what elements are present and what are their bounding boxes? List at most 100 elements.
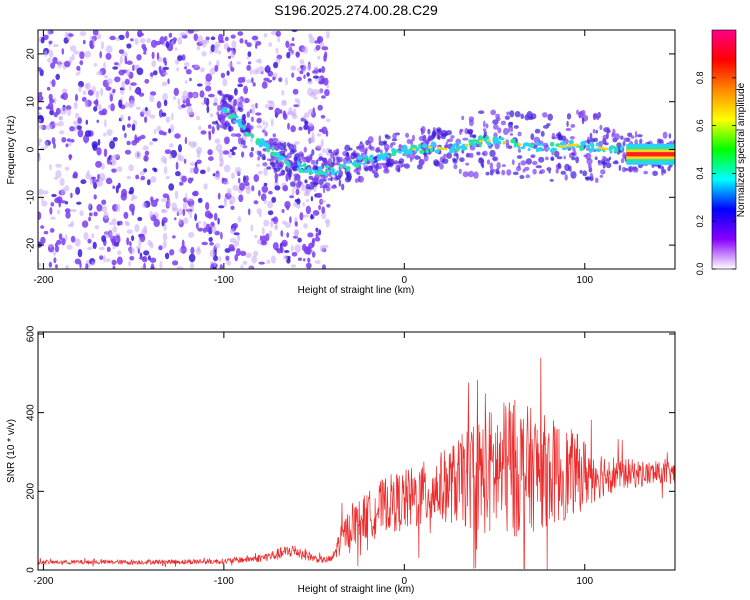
ridge-core-mark xyxy=(245,132,249,137)
speckle-mark xyxy=(158,65,162,74)
speckle-mark xyxy=(109,94,114,102)
speckle-mark xyxy=(194,161,198,168)
speckle-mark xyxy=(228,62,233,69)
speckle-mark xyxy=(271,196,277,203)
spectrogram-y-ticks: -20 -10 0 10 20 xyxy=(26,48,675,252)
speckle-mark xyxy=(67,223,73,227)
speckle-mark xyxy=(281,209,285,213)
ridge-halo-mark xyxy=(320,175,326,180)
ridge-peak-mark xyxy=(428,146,432,149)
speckle-mark xyxy=(290,264,297,268)
speckle-mark xyxy=(64,166,70,171)
speckle-mark xyxy=(313,66,318,71)
speckle-mark xyxy=(292,88,299,95)
spectrogram-x-ticks: -200 -100 0 100 xyxy=(33,30,594,286)
speckle-mark xyxy=(40,236,46,245)
colorbar-tick-label: 0.2 xyxy=(695,215,705,228)
ridge-halo-mark xyxy=(509,110,515,118)
speckle-mark xyxy=(168,143,174,148)
y-tick-label: 600 xyxy=(26,325,37,342)
ridge-halo-mark xyxy=(423,154,429,162)
speckle-mark xyxy=(214,230,220,236)
speckle-mark xyxy=(316,192,323,198)
ridge-halo-mark xyxy=(293,144,297,151)
speckle-mark xyxy=(243,85,249,95)
ridge-halo-mark xyxy=(234,99,237,106)
speckle-mark xyxy=(197,227,204,232)
speckle-mark xyxy=(226,260,232,266)
speckle-mark xyxy=(299,65,304,69)
ridge-halo-mark xyxy=(514,111,521,118)
ridge-halo-mark xyxy=(466,129,473,134)
speckle-mark xyxy=(46,86,51,91)
speckle-mark xyxy=(247,51,252,58)
speckle-mark xyxy=(317,104,323,111)
speckle-mark xyxy=(274,173,279,181)
speckle-mark xyxy=(61,88,68,94)
ridge-core-mark xyxy=(233,120,237,123)
speckle-mark xyxy=(299,59,305,65)
speckle-mark xyxy=(143,250,150,256)
speckle-mark xyxy=(305,246,312,255)
colorbar-ticks: 0.0 0.2 0.4 0.6 0.8 xyxy=(695,72,736,275)
speckle-mark xyxy=(299,70,304,75)
ridge-core-mark xyxy=(549,141,555,147)
speckle-mark xyxy=(239,38,244,44)
speckle-mark xyxy=(55,73,60,80)
ridge-halo-mark xyxy=(250,116,254,123)
speckle-mark xyxy=(167,78,170,85)
speckle-mark xyxy=(302,46,309,54)
ridge-core-mark xyxy=(451,145,456,150)
speckle-mark xyxy=(162,232,168,242)
ridge-halo-mark xyxy=(462,171,469,178)
speckle-mark xyxy=(140,175,146,181)
speckle-mark xyxy=(111,168,117,173)
speckle-mark xyxy=(92,176,95,185)
ridge-halo-mark xyxy=(622,141,626,147)
speckle-mark xyxy=(182,217,189,224)
speckle-mark xyxy=(70,139,75,143)
ridge-halo-mark xyxy=(668,133,672,139)
speckle-mark xyxy=(185,69,192,75)
speckle-mark xyxy=(288,107,293,115)
speckle-mark xyxy=(151,199,158,207)
speckle-mark xyxy=(251,185,255,192)
speckle-mark xyxy=(74,124,78,132)
speckle-mark xyxy=(49,109,55,116)
ridge-halo-mark xyxy=(568,165,572,173)
ridge-peak-mark xyxy=(517,143,522,146)
ridge-halo-mark xyxy=(565,127,572,132)
speckle-mark xyxy=(263,33,268,38)
speckle-mark xyxy=(214,243,221,249)
colorbar-tick-label: 0.4 xyxy=(695,167,705,180)
ridge-halo-mark xyxy=(459,157,465,163)
ridge-core-mark xyxy=(363,158,368,162)
speckle-mark xyxy=(61,137,67,143)
speckle-mark xyxy=(174,217,177,221)
ridge-core-mark xyxy=(302,162,307,168)
ridge-halo-mark xyxy=(272,137,279,143)
speckle-mark xyxy=(224,136,230,145)
speckle-mark xyxy=(213,255,218,262)
speckle-mark xyxy=(47,57,52,63)
speckle-mark xyxy=(153,218,160,228)
speckle-mark xyxy=(187,208,191,215)
ridge-halo-mark xyxy=(315,159,319,165)
speckle-mark xyxy=(38,138,43,143)
speckle-mark xyxy=(290,65,297,71)
speckle-mark xyxy=(105,177,113,185)
speckle-mark xyxy=(181,54,186,61)
ridge-halo-mark xyxy=(238,107,244,113)
speckle-mark xyxy=(182,208,186,217)
speckle-mark xyxy=(124,220,129,225)
speckle-mark xyxy=(280,246,284,254)
speckle-mark xyxy=(91,261,95,266)
ridge-halo-mark xyxy=(485,171,490,176)
ridge-halo-mark xyxy=(322,178,327,182)
ridge-core-mark xyxy=(609,149,613,154)
speckle-mark xyxy=(301,243,307,252)
speckle-mark xyxy=(149,72,154,77)
speckle-mark xyxy=(131,235,135,242)
ridge-halo-mark xyxy=(458,168,462,174)
speckle-mark xyxy=(303,223,308,229)
